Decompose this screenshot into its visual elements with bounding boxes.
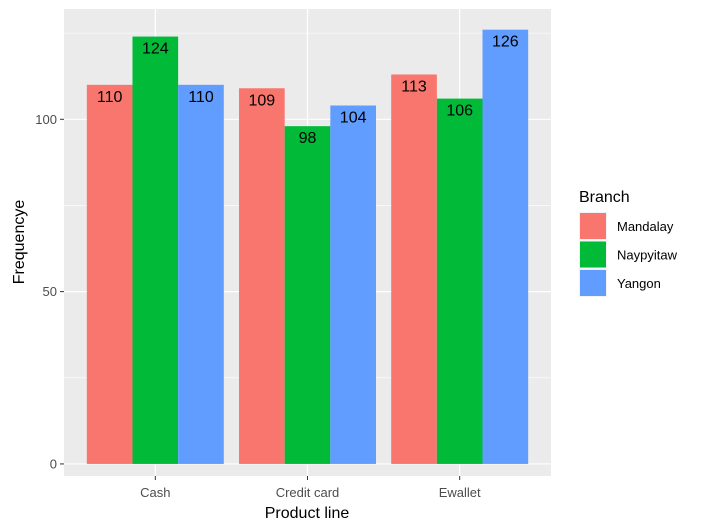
x-tick-label: Credit card [276, 485, 340, 500]
y-tick-label: 0 [50, 456, 57, 471]
data-label: 106 [446, 103, 473, 120]
bar-mandalay-credit-card [239, 88, 285, 464]
data-label: 110 [97, 89, 123, 106]
bar-yangon-ewallet [482, 29, 529, 464]
bar-naypyitaw-ewallet [436, 98, 483, 464]
legend-title: Branch [579, 189, 630, 206]
y-axis-title: Frequencye [11, 200, 28, 285]
legend-swatch-mandalay [580, 213, 606, 239]
data-label: 113 [401, 78, 427, 95]
bar-naypyitaw-credit-card [284, 126, 331, 464]
legend-label-naypyitaw: Naypyitaw [617, 248, 678, 263]
legend-swatch-yangon [580, 270, 606, 296]
x-tick-label: Cash [140, 485, 170, 500]
bar-mandalay-cash [86, 84, 133, 464]
data-label: 124 [142, 41, 169, 58]
legend-label-mandalay: Mandalay [617, 219, 674, 234]
y-tick-label: 100 [35, 112, 57, 127]
bar-yangon-credit-card [330, 105, 376, 464]
y-tick-label: 50 [43, 284, 57, 299]
legend-label-yangon: Yangon [617, 276, 661, 291]
data-labels: 110 109 113 124 98 106 110 104 126 [97, 34, 519, 148]
legend-swatch-naypyitaw [580, 241, 606, 268]
x-tick-label: Ewallet [439, 485, 481, 500]
bar-yangon-cash [178, 84, 224, 464]
y-axis: 0 50 100 [35, 112, 64, 471]
data-label: 126 [492, 34, 519, 51]
data-label: 109 [248, 92, 275, 109]
bars [86, 29, 529, 464]
x-axis: Cash Credit card Ewallet [140, 476, 481, 500]
data-label: 104 [340, 110, 367, 127]
data-label: 110 [188, 89, 214, 106]
data-label: 98 [299, 130, 317, 147]
bar-naypyitaw-cash [132, 36, 179, 464]
bar-mandalay-ewallet [391, 74, 437, 464]
x-axis-title: Product line [265, 505, 350, 522]
legend: Branch Mandalay Naypyitaw Yangon [579, 189, 678, 297]
